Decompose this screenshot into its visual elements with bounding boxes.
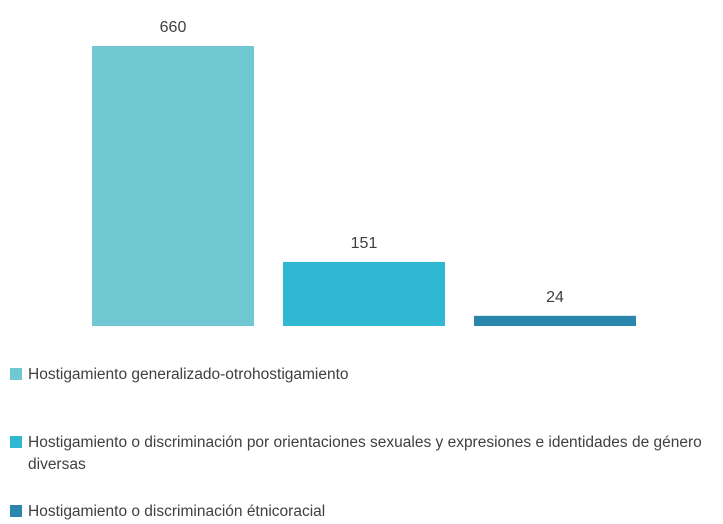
bar-generalizado [92, 46, 254, 326]
data-label-generalizado: 660 [160, 19, 187, 36]
bar-orientaciones [283, 261, 445, 326]
data-label-etnicoracial: 24 [546, 289, 564, 306]
bar-etnicoracial [474, 315, 636, 326]
data-label-orientaciones: 151 [351, 235, 378, 252]
